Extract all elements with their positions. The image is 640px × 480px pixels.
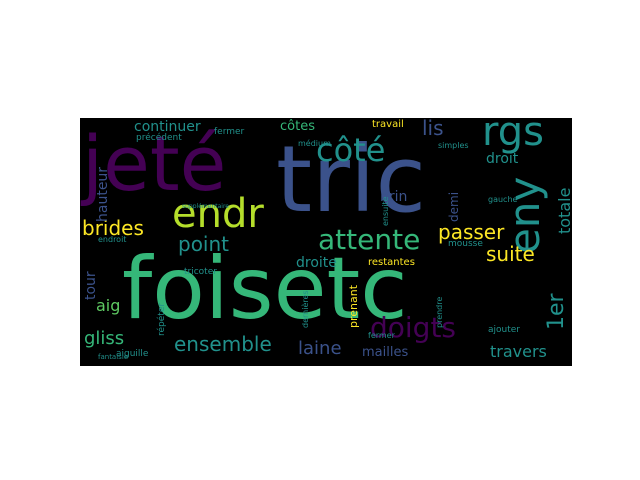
word-point: point bbox=[178, 232, 230, 256]
word-ensuite: ensuite bbox=[381, 196, 390, 226]
word-laine: laine bbox=[298, 338, 342, 359]
word-doigts: doigts bbox=[370, 311, 457, 344]
word-attente: attente bbox=[318, 223, 421, 256]
word-supplementaire: supplémentaire bbox=[182, 203, 229, 210]
word-travers: travers bbox=[490, 342, 547, 361]
word-ajouter: ajouter bbox=[488, 325, 520, 335]
word-gauche: gauche bbox=[488, 195, 518, 204]
word-lis: lis bbox=[422, 118, 444, 140]
word-foisetc: foisetc bbox=[122, 239, 408, 339]
word-prendre: prendre bbox=[435, 296, 444, 328]
word-aig: aig bbox=[96, 296, 121, 315]
word-dernieres: dernières bbox=[301, 290, 310, 328]
word-mousse: mousse bbox=[448, 239, 483, 249]
word-precedent: précédent bbox=[136, 133, 182, 143]
word-endroit: endroit bbox=[98, 235, 127, 244]
word-travail: travail bbox=[372, 119, 404, 130]
word-demi: demi bbox=[447, 191, 461, 222]
word-brin: brin bbox=[380, 189, 408, 205]
word-fantaisie: fantaisie bbox=[98, 353, 129, 361]
word-prenant: prenant bbox=[347, 284, 360, 328]
word-rgs: rgs bbox=[482, 118, 544, 155]
word-totale: totale bbox=[555, 187, 572, 234]
word-brides: brides bbox=[82, 216, 144, 240]
word-ler: 1er bbox=[544, 293, 569, 330]
word-cotes: côtes bbox=[280, 119, 315, 134]
word-tric: tric bbox=[276, 126, 427, 233]
word-simples: simples bbox=[438, 141, 469, 150]
word-cote: côté bbox=[316, 131, 386, 169]
word-droite: droite bbox=[296, 255, 337, 271]
word-restantes: restantes bbox=[368, 257, 415, 268]
word-gliss: gliss bbox=[84, 328, 125, 349]
word-fermer: fermer bbox=[214, 127, 245, 137]
word-mailles: mailles bbox=[362, 345, 409, 360]
word-passer: passer bbox=[438, 220, 505, 244]
word-hauteur: hauteur bbox=[95, 166, 111, 222]
word-cloud: foisetc jeté tric endr rgs eny côté atte… bbox=[80, 118, 572, 366]
word-medium: médium bbox=[298, 139, 331, 148]
word-droit: droit bbox=[486, 151, 519, 167]
word-suite: suite bbox=[486, 242, 535, 266]
word-repeter: répéter bbox=[157, 302, 167, 336]
word-aiguille: aiguille bbox=[116, 349, 149, 359]
word-continuer: continuer bbox=[134, 119, 201, 135]
word-endr: endr bbox=[172, 191, 264, 237]
word-tricoter: tricoter bbox=[184, 267, 217, 277]
word-jete: jeté bbox=[82, 119, 227, 208]
word-fermer-2: fermer bbox=[368, 331, 395, 340]
word-ensemble: ensemble bbox=[174, 332, 272, 356]
